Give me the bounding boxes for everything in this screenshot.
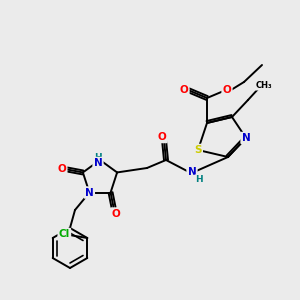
Text: N: N — [94, 158, 102, 168]
Text: N: N — [188, 167, 196, 177]
Text: Cl: Cl — [59, 229, 70, 239]
Text: O: O — [223, 85, 231, 95]
Text: O: O — [180, 85, 188, 95]
Text: O: O — [58, 164, 66, 174]
Text: H: H — [195, 176, 203, 184]
Text: N: N — [242, 133, 250, 143]
Text: S: S — [194, 145, 202, 155]
Text: O: O — [158, 132, 166, 142]
Text: H: H — [94, 154, 102, 163]
Text: CH₃: CH₃ — [256, 80, 272, 89]
Text: O: O — [111, 208, 120, 219]
Text: N: N — [85, 188, 94, 198]
